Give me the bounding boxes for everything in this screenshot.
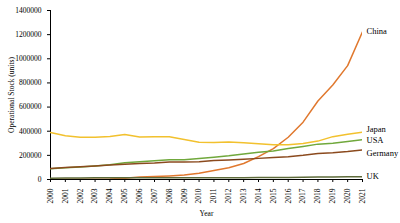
svg-text:2002: 2002 bbox=[76, 188, 85, 203]
svg-text:2000: 2000 bbox=[46, 188, 55, 203]
svg-text:2016: 2016 bbox=[284, 188, 293, 203]
svg-text:2013: 2013 bbox=[239, 188, 248, 203]
svg-text:2012: 2012 bbox=[224, 188, 233, 203]
svg-text:2004: 2004 bbox=[105, 188, 114, 203]
svg-text:2007: 2007 bbox=[150, 188, 159, 203]
svg-text:1000000: 1000000 bbox=[15, 54, 42, 63]
svg-text:Operational Stock (units): Operational Stock (units) bbox=[7, 57, 16, 133]
svg-text:2014: 2014 bbox=[254, 188, 263, 203]
svg-text:200000: 200000 bbox=[19, 151, 42, 160]
svg-text:400000: 400000 bbox=[19, 127, 42, 136]
svg-text:UK: UK bbox=[367, 171, 380, 181]
svg-text:2015: 2015 bbox=[269, 188, 278, 203]
svg-text:Germany: Germany bbox=[367, 148, 399, 158]
svg-text:2009: 2009 bbox=[180, 188, 189, 203]
svg-text:Japan: Japan bbox=[367, 124, 387, 134]
svg-text:2021: 2021 bbox=[358, 188, 367, 203]
svg-text:2010: 2010 bbox=[194, 188, 203, 203]
svg-text:2006: 2006 bbox=[135, 188, 144, 203]
svg-text:2011: 2011 bbox=[209, 188, 218, 203]
svg-text:1400000: 1400000 bbox=[15, 6, 42, 15]
svg-text:2018: 2018 bbox=[313, 188, 322, 203]
svg-text:2001: 2001 bbox=[61, 188, 70, 203]
svg-text:2005: 2005 bbox=[120, 188, 129, 203]
svg-text:2020: 2020 bbox=[343, 188, 352, 203]
svg-text:2008: 2008 bbox=[165, 188, 174, 203]
svg-text:600000: 600000 bbox=[19, 102, 42, 111]
svg-text:China: China bbox=[367, 26, 388, 36]
svg-text:1200000: 1200000 bbox=[15, 30, 42, 39]
svg-text:USA: USA bbox=[367, 135, 385, 145]
svg-text:800000: 800000 bbox=[19, 78, 42, 87]
svg-text:2003: 2003 bbox=[90, 188, 99, 203]
svg-text:Year: Year bbox=[200, 209, 214, 218]
svg-text:0: 0 bbox=[38, 175, 42, 184]
svg-text:2017: 2017 bbox=[298, 188, 307, 203]
svg-text:2019: 2019 bbox=[328, 188, 337, 203]
